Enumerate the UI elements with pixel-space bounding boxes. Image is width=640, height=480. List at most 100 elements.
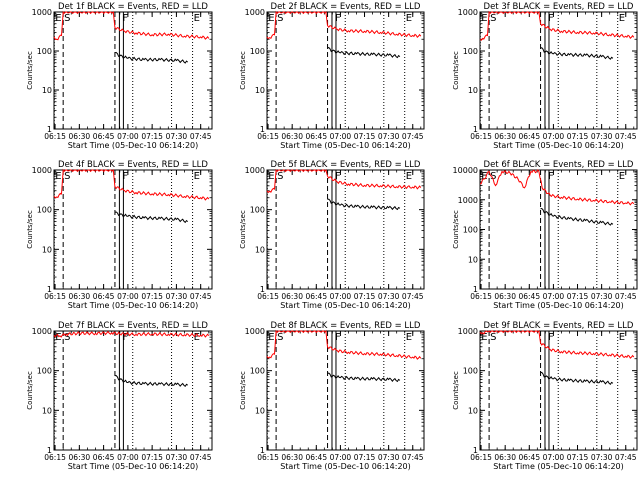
x-tick-label: 07:30 [378, 132, 400, 141]
y-tick-label: 10 [42, 406, 52, 415]
marker-label: E [55, 332, 61, 343]
x-tick-label: 06:30 [69, 132, 91, 141]
x-tick-label: 07:30 [378, 453, 400, 462]
x-tick-label: 07:30 [166, 453, 188, 462]
x-tick-label: 06:45 [93, 132, 115, 141]
marker-label: E [268, 13, 274, 24]
x-tick-label: 06:30 [69, 453, 91, 462]
x-tick-label: 07:15 [354, 453, 376, 462]
y-tick-label: 100 [463, 47, 478, 56]
series-line-lld [53, 10, 210, 41]
x-tick-label: 07:15 [141, 453, 163, 462]
x-tick-label: 07:00 [543, 292, 565, 301]
series-line-events [114, 51, 189, 64]
marker-label: F [122, 171, 128, 182]
x-axis-label: Start Time (05-Dec-10 06:14:20) [68, 462, 199, 471]
plot-frame [479, 330, 638, 451]
y-tick-label: 1 [260, 125, 265, 134]
chart-title: Det 5f BLACK = Events, RED = LLD [271, 160, 421, 170]
series-line-events [327, 47, 401, 59]
marker-label: E [55, 13, 61, 24]
marker-label: F [122, 13, 128, 24]
x-tick-label: 07:00 [543, 132, 565, 141]
plot-frame [53, 169, 213, 290]
chart-panel: Det 3f BLACK = Events, RED = LLD 1 10 100 10… [452, 2, 638, 150]
marker-label: F [548, 332, 554, 343]
y-tick-label: 1000 [32, 166, 52, 175]
y-tick-label: 1000 [458, 196, 478, 205]
x-tick-label: 06:30 [281, 453, 303, 462]
series-line-events [114, 374, 188, 388]
series-line-lld [266, 10, 422, 40]
x-tick-label: 06:45 [93, 292, 115, 301]
x-tick-label: 06:15 [44, 453, 66, 462]
chart-title: Det 4f BLACK = Events, RED = LLD [58, 160, 208, 170]
y-tick-label: 1000 [245, 327, 265, 336]
x-tick-label: 07:45 [402, 132, 424, 141]
series-line-events [540, 47, 614, 60]
x-axis-label: Start Time (05-Dec-10 06:14:20) [493, 141, 624, 150]
y-axis-label: Counts/sec [239, 210, 247, 249]
x-tick-label: 06:30 [494, 292, 516, 301]
y-tick-label: 1000 [32, 327, 52, 336]
x-tick-label: 07:15 [567, 453, 589, 462]
x-tick-label: 06:30 [494, 132, 516, 141]
y-tick-label: 10 [255, 406, 265, 415]
marker-label: F [335, 332, 341, 343]
marker-label: F [548, 13, 554, 24]
series-line-events [114, 211, 189, 224]
plot-frame [53, 330, 213, 451]
y-axis-label: Counts/sec [452, 210, 460, 249]
marker-label: E [481, 171, 487, 182]
marker-label: E [268, 171, 274, 182]
marker-label: F [122, 332, 128, 343]
x-tick-label: 07:30 [591, 292, 613, 301]
y-axis-label: Counts/sec [26, 51, 34, 90]
marker-label: S [64, 13, 70, 24]
x-tick-label: 06:15 [470, 453, 492, 462]
y-tick-label: 1000 [458, 327, 478, 336]
x-tick-label: 07:15 [567, 292, 589, 301]
plot-frame [479, 169, 638, 290]
x-tick-label: 06:30 [69, 292, 91, 301]
marker-label: E [481, 332, 487, 343]
x-tick-label: 06:45 [93, 453, 115, 462]
marker-label: E [619, 332, 625, 343]
y-tick-label: 10 [468, 255, 478, 264]
series-line-lld [53, 168, 210, 201]
x-axis-label: Start Time (05-Dec-10 06:14:20) [493, 301, 624, 310]
x-tick-label: 07:30 [378, 292, 400, 301]
marker-label: E [194, 332, 200, 343]
x-tick-label: 07:45 [402, 453, 424, 462]
y-axis-label: Counts/sec [26, 210, 34, 249]
x-tick-label: 07:15 [141, 132, 163, 141]
series-line-lld [479, 169, 635, 206]
chart-panel: Det 6f BLACK = Events, RED = LLD 1 10 100 10… [452, 160, 638, 310]
x-tick-label: 06:45 [305, 453, 327, 462]
x-tick-label: 07:00 [117, 292, 139, 301]
x-tick-label: 07:15 [354, 292, 376, 301]
marker-label: S [277, 332, 283, 343]
marker-label: S [490, 171, 496, 182]
marker-label: E [406, 171, 412, 182]
x-tick-label: 06:45 [305, 292, 327, 301]
series-line-lld [479, 329, 635, 359]
x-tick-label: 07:45 [402, 292, 424, 301]
x-tick-label: 06:15 [470, 292, 492, 301]
y-axis-label: Counts/sec [239, 51, 247, 90]
y-tick-label: 100 [37, 47, 52, 56]
marker-label: S [64, 171, 70, 182]
chart-title: Det 2f BLACK = Events, RED = LLD [271, 2, 421, 12]
x-axis-label: Start Time (05-Dec-10 06:14:20) [280, 462, 411, 471]
y-tick-label: 1 [260, 285, 265, 294]
y-tick-label: 1 [47, 446, 52, 455]
plot-frame [266, 330, 425, 451]
y-tick-label: 1 [260, 446, 265, 455]
x-tick-label: 07:00 [330, 453, 352, 462]
chart-title: Det 9f BLACK = Events, RED = LLD [484, 321, 634, 331]
y-axis-label: Counts/sec [26, 371, 34, 410]
y-tick-label: 100 [250, 367, 265, 376]
x-axis-label: Start Time (05-Dec-10 06:14:20) [280, 141, 411, 150]
y-tick-label: 10 [468, 406, 478, 415]
x-axis-label: Start Time (05-Dec-10 06:14:20) [280, 301, 411, 310]
